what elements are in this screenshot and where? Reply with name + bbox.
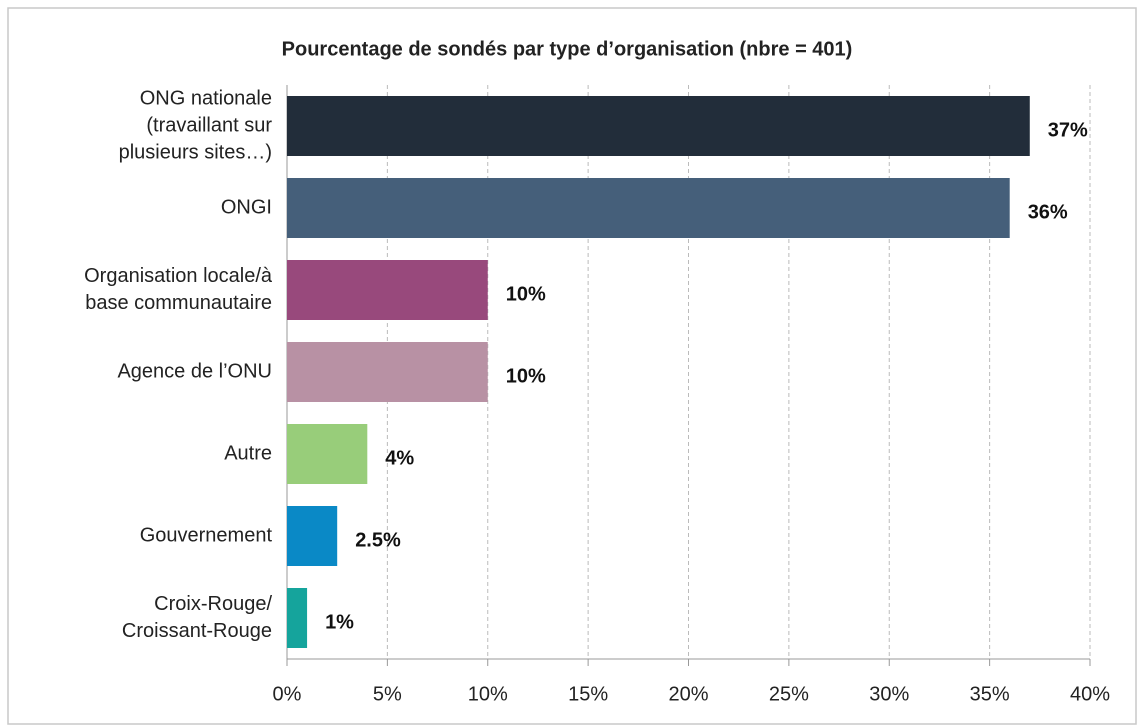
x-tick-label: 10% <box>468 683 508 705</box>
value-label: 10% <box>506 365 546 387</box>
x-tick-label: 30% <box>869 683 909 705</box>
value-label: 4% <box>385 447 414 469</box>
y-tick-label: Agence de l’ONU <box>117 360 272 382</box>
y-tick-label: Autre <box>224 442 272 464</box>
x-tick-label: 20% <box>668 683 708 705</box>
value-label: 1% <box>325 611 354 633</box>
y-tick-label: plusieurs sites…) <box>119 141 272 163</box>
y-tick-label: base communautaire <box>85 292 272 314</box>
x-tick-label: 35% <box>970 683 1010 705</box>
value-label: 10% <box>506 283 546 305</box>
y-tick-label: ONGI <box>221 196 272 218</box>
value-label: 36% <box>1028 201 1068 223</box>
bar <box>287 260 488 320</box>
x-tick-label: 0% <box>273 683 302 705</box>
x-tick-label: 5% <box>373 683 402 705</box>
y-tick-label: Gouvernement <box>140 524 273 546</box>
bar <box>287 96 1030 156</box>
value-label: 2.5% <box>355 529 401 551</box>
value-label: 37% <box>1048 119 1088 141</box>
x-tick-label: 40% <box>1070 683 1110 705</box>
bar <box>287 506 338 566</box>
y-tick-label: ONG nationale <box>140 87 272 109</box>
bar <box>287 588 308 648</box>
chart-title: Pourcentage de sondés par type d’organis… <box>282 38 853 60</box>
bar <box>287 342 488 402</box>
bar <box>287 424 368 484</box>
y-tick-label: Croissant-Rouge <box>122 620 272 642</box>
y-tick-label: (travaillant sur <box>146 114 272 136</box>
x-tick-label: 15% <box>568 683 608 705</box>
bar <box>287 178 1010 238</box>
x-tick-label: 25% <box>769 683 809 705</box>
y-tick-label: Organisation locale/à <box>84 265 273 287</box>
y-tick-label: Croix-Rouge/ <box>154 593 272 615</box>
